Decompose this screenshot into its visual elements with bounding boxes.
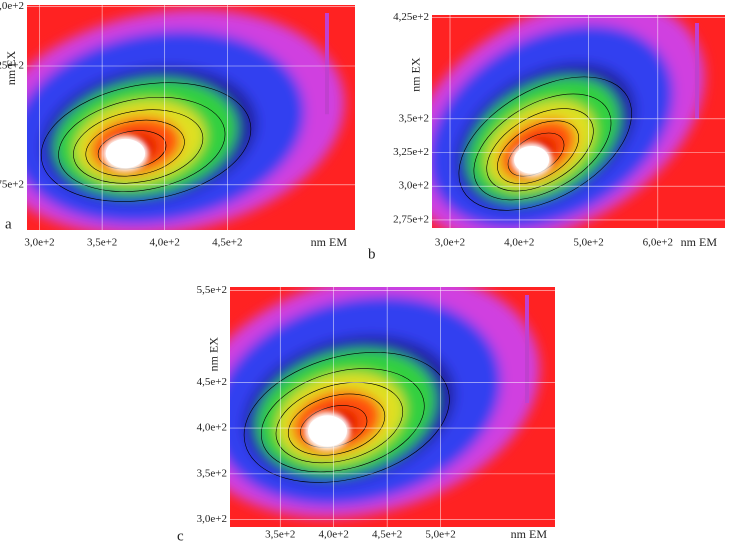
contour-line [58, 96, 226, 192]
contour-line [85, 119, 185, 177]
contour-panel: 3,5e+2 4,0e+2 4,5e+2 5,0e+2 3,0e+2 3,5e+2 4,0e… [177, 284, 555, 544]
panel-label: a [5, 216, 12, 232]
x-tick-label: 3,5e+2 [87, 237, 117, 249]
y-tick-label: 4,0e+2 [197, 422, 227, 434]
hot-spot [308, 415, 347, 447]
y-tick-label: 3,0e+2 [399, 180, 429, 192]
x-tick-label: 4,0e+2 [504, 237, 534, 249]
y-axis-label: nm EX [409, 57, 423, 92]
contour-panel: 3,0e+2 3,5e+2 4,0e+2 4,5e+2 3,75e+2 5,25e+2 6,… [0, 0, 355, 249]
y-tick-label: 6,0e+2 [0, 0, 24, 12]
x-tick-label: 4,0e+2 [150, 237, 180, 249]
x-tick-label: 6,0e+2 [643, 237, 673, 249]
x-tick-label: 4,0e+2 [319, 529, 349, 541]
panel-label: b [368, 246, 376, 262]
x-tick-label: 4,5e+2 [372, 529, 402, 541]
contour-line [486, 108, 594, 192]
y-tick-label: 5,5e+2 [197, 284, 227, 296]
contour-line [275, 382, 404, 464]
contour-line [287, 393, 386, 456]
contour-line [260, 368, 425, 473]
contour-panel: 3,0e+2 4,0e+2 5,0e+2 6,0e+2 2,75e+2 3,0e+2 3,2… [368, 11, 725, 262]
y-tick-label: 3,0e+2 [197, 513, 227, 525]
x-tick-label: 4,5e+2 [212, 237, 242, 249]
hot-spot [105, 138, 146, 169]
colorbar [695, 23, 699, 119]
y-tick-label: 5,25e+2 [0, 60, 24, 72]
y-axis-label: nm EX [207, 337, 221, 372]
x-tick-label: 5,0e+2 [425, 529, 455, 541]
colorbar [525, 295, 529, 403]
contour-line [458, 76, 632, 211]
y-tick-label: 4,25e+2 [393, 11, 429, 23]
x-tick-label: 3,5e+2 [265, 529, 295, 541]
y-tick-label: 3,5e+2 [399, 112, 429, 124]
hot-spot [514, 145, 550, 174]
x-axis-label: nm EM [681, 235, 718, 249]
x-tick-label: 3,0e+2 [435, 237, 465, 249]
x-tick-label: 3,0e+2 [24, 237, 54, 249]
x-tick-label: 5,0e+2 [573, 237, 603, 249]
y-axis-label: nm EX [4, 51, 18, 86]
y-tick-label: 4,5e+2 [197, 376, 227, 388]
contour-line [73, 109, 204, 184]
contour-line [473, 93, 612, 201]
contour-line [40, 82, 252, 202]
contour-line [497, 120, 579, 184]
colorbar [325, 13, 329, 115]
panel-label: c [177, 528, 184, 544]
y-tick-label: 2,75e+2 [393, 213, 429, 225]
heat-blur [230, 287, 540, 518]
heatmap [27, 5, 355, 230]
y-tick-label: 3,25e+2 [393, 146, 429, 158]
y-tick-label: 3,75e+2 [0, 178, 24, 190]
contour-line [243, 352, 450, 483]
x-axis-label: nm EM [511, 527, 548, 541]
x-axis-label: nm EM [311, 235, 348, 249]
heat-blur [432, 15, 705, 228]
heatmap [230, 287, 555, 527]
heatmap [432, 15, 725, 228]
y-tick-label: 3,5e+2 [197, 467, 227, 479]
